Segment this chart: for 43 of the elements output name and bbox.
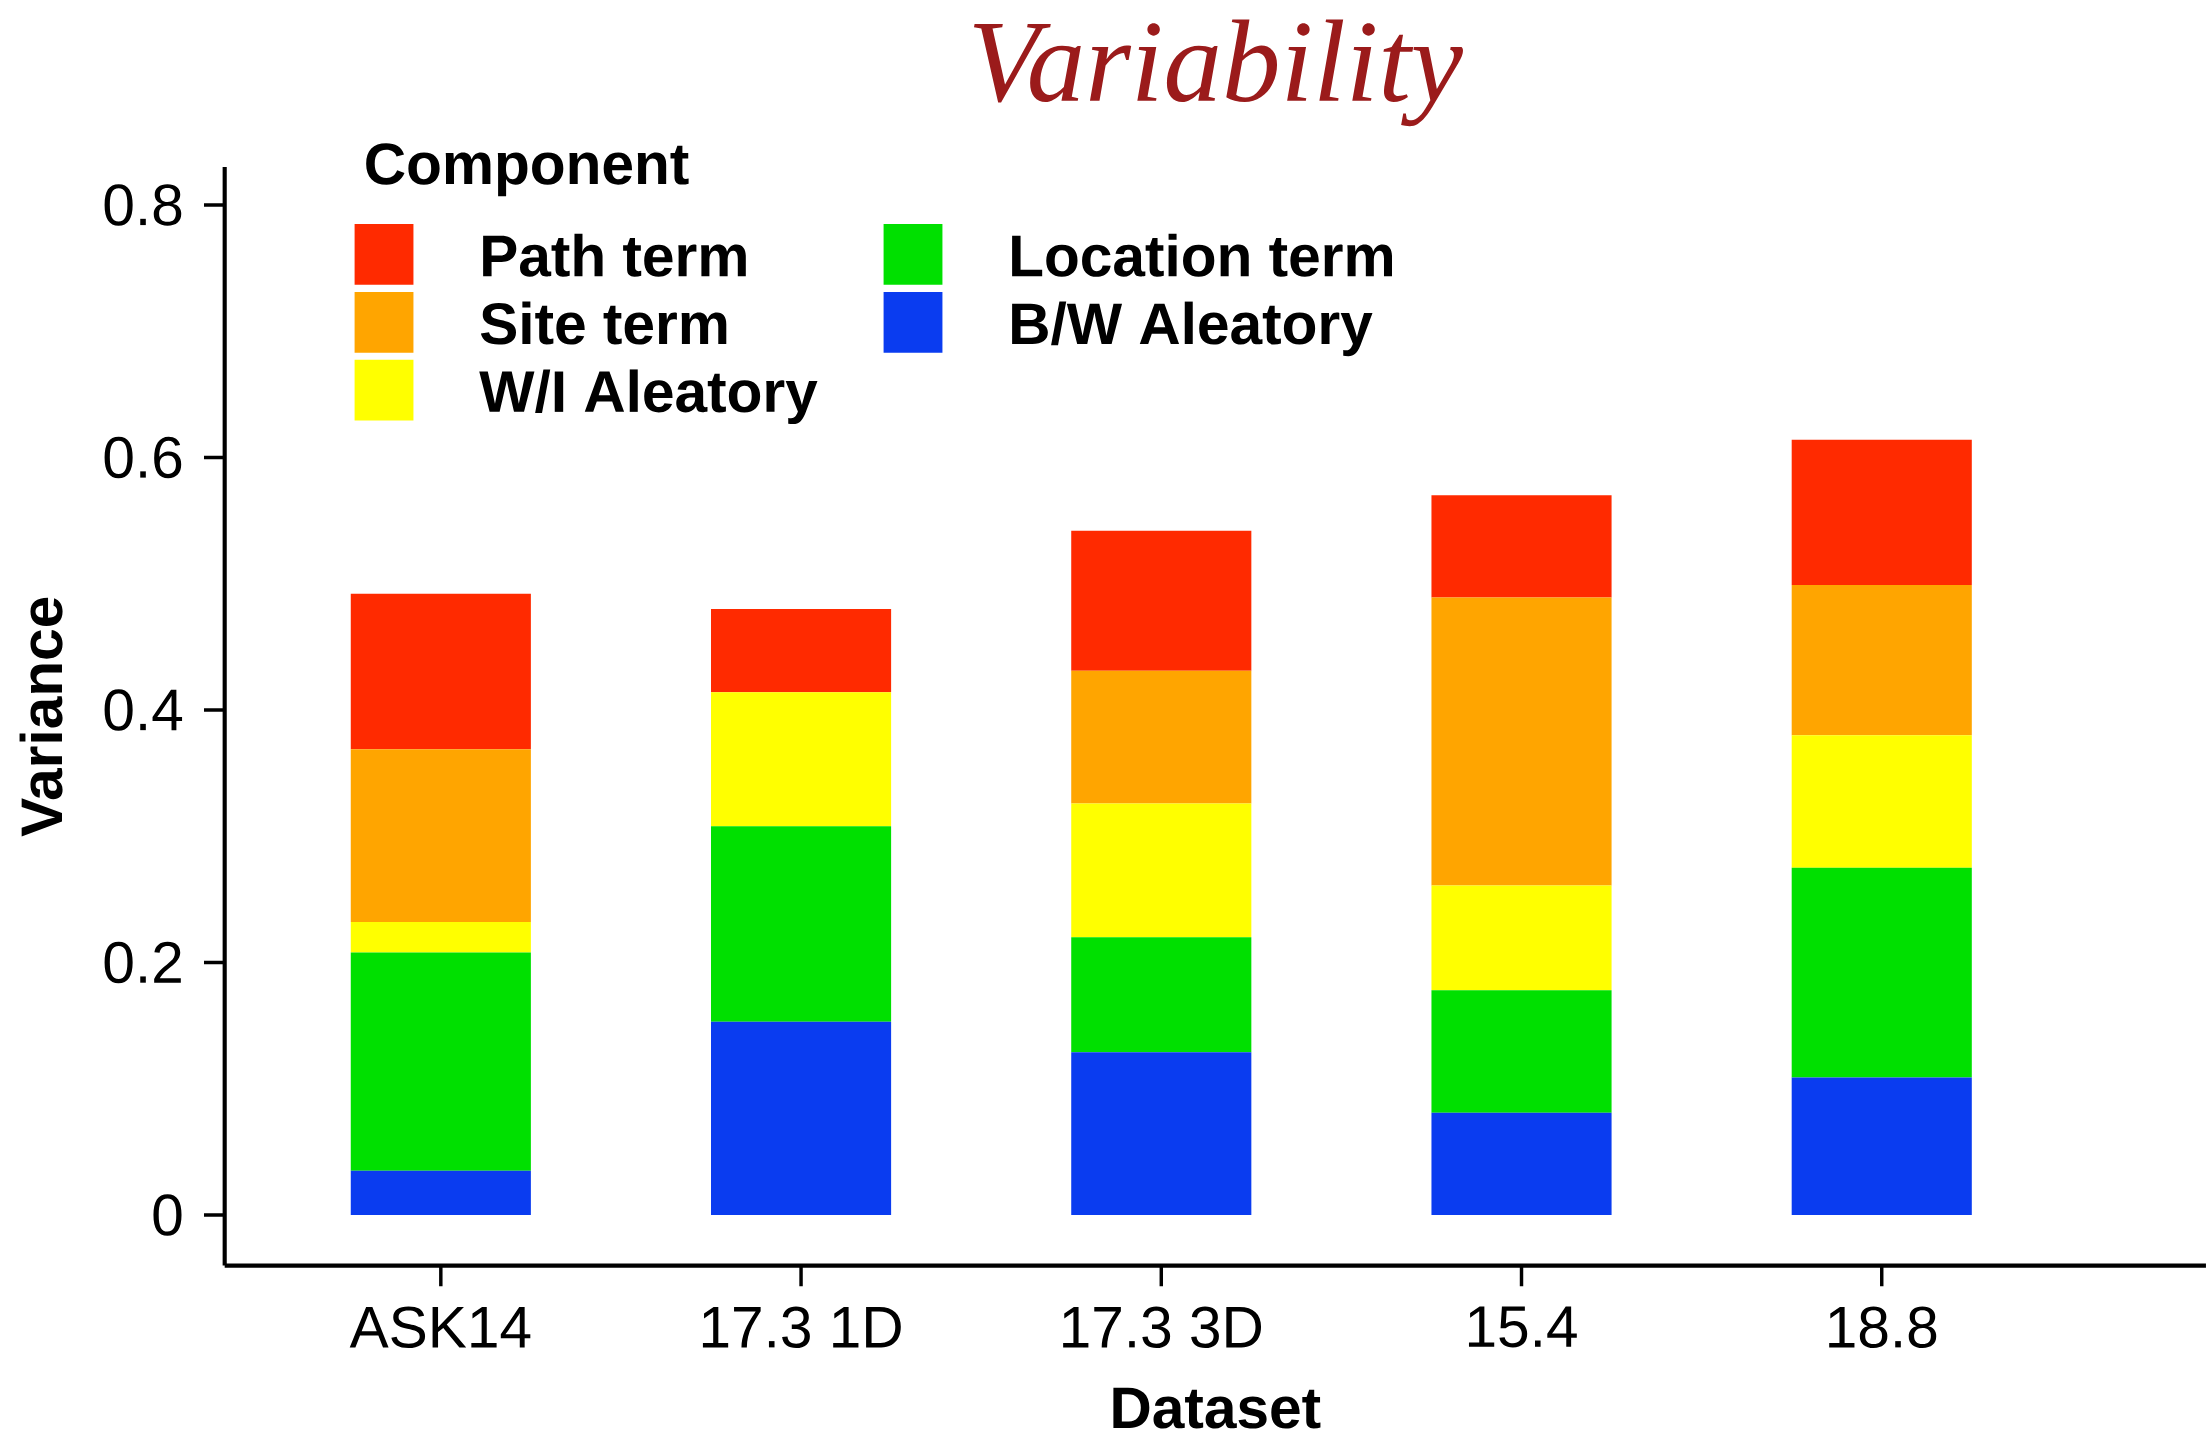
bar: [350, 593, 531, 750]
bar: [1431, 495, 1612, 598]
bar: [711, 608, 892, 693]
legend-label: B/W Aleatory: [1012, 301, 1373, 357]
y-tick-label: 0.2: [104, 941, 181, 984]
legend-label: Site term: [480, 301, 727, 345]
legend-title: Component: [366, 143, 689, 197]
x-axis-title: Dataset: [1113, 1387, 1321, 1429]
bar: [350, 749, 531, 923]
y-tick-label: 0: [153, 1194, 182, 1236]
bar: [1791, 867, 1972, 1078]
y-tick-label: 0.8: [104, 184, 182, 226]
x-tick-label: 17.3 3D: [1063, 1306, 1262, 1348]
bar: [1431, 990, 1612, 1113]
bar: [1791, 584, 1972, 736]
bar: [1431, 885, 1612, 991]
bar: [1071, 937, 1252, 1053]
bar: [1431, 1112, 1612, 1215]
bar: [1071, 803, 1252, 938]
bar: [1071, 530, 1252, 671]
x-tick-label: 18.8: [1829, 1306, 1937, 1348]
bar: [1791, 735, 1972, 868]
bar: [1431, 597, 1612, 886]
y-tick-label: 0.6: [104, 436, 182, 479]
legend-label: Location term: [1012, 233, 1392, 277]
bar: [350, 922, 531, 953]
y-axis-title: Variance: [19, 597, 63, 837]
bar: [711, 692, 892, 827]
x-tick-label: 15.4: [1468, 1306, 1577, 1348]
legend-label: Path term: [483, 233, 746, 277]
bar: [711, 1021, 892, 1215]
bar: [1791, 1077, 1972, 1215]
x-tick-label: ASK14: [349, 1306, 531, 1348]
bar: [350, 1170, 531, 1215]
chart-title: Variability: [974, 19, 1463, 127]
bar: [1071, 670, 1252, 804]
x-tick-label: 17.3 1D: [702, 1306, 901, 1348]
bar: [350, 952, 531, 1171]
bar: [1071, 1052, 1252, 1215]
legend-label: W/I Aleatory: [479, 369, 818, 424]
bar: [711, 826, 892, 1022]
y-tick-label: 0.4: [104, 689, 183, 731]
bar: [1791, 439, 1972, 585]
